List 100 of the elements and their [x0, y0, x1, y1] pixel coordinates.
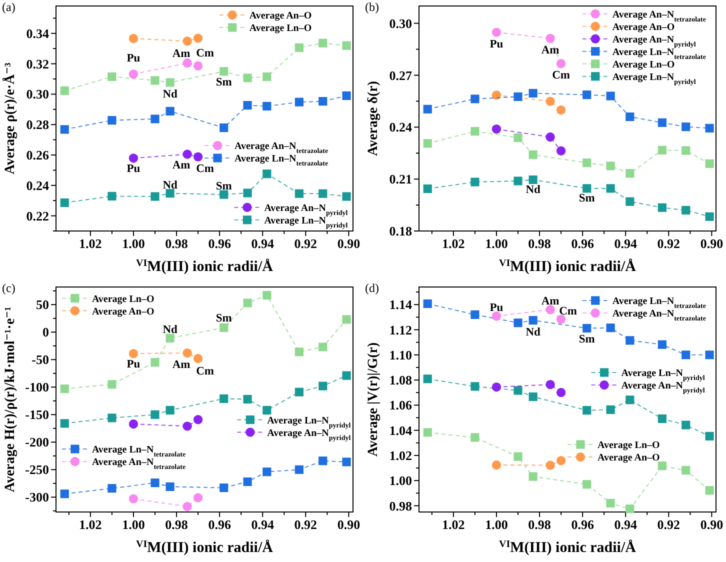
legend-label: Average Ln–N$_{pyridyl}$ [621, 368, 705, 382]
point [108, 72, 116, 81]
point [318, 38, 328, 48]
point [342, 91, 351, 100]
y-tick-label: -100 [25, 380, 49, 395]
point [514, 318, 522, 328]
point [318, 456, 328, 466]
point [294, 388, 304, 396]
x-tick-label: 0.94 [251, 517, 274, 532]
annotation: Cm [559, 305, 578, 318]
point [150, 76, 160, 85]
point [108, 380, 116, 389]
point [294, 348, 304, 356]
point [514, 176, 522, 186]
point [220, 123, 228, 132]
point [60, 125, 69, 134]
point [262, 72, 272, 81]
annotation: Sm [216, 180, 232, 193]
y-tick-label: 0.28 [26, 117, 50, 132]
annotation: Am [172, 159, 191, 172]
point [166, 188, 174, 198]
point [220, 67, 228, 76]
x-tick-label: 0.90 [700, 236, 724, 251]
point [705, 124, 714, 132]
point [166, 78, 174, 87]
point [294, 465, 304, 474]
point [182, 150, 192, 159]
x-tick-label: 1.02 [442, 517, 465, 532]
point [556, 105, 566, 115]
point [423, 299, 432, 308]
y-tick-label: 1.04 [389, 422, 412, 438]
point [556, 314, 566, 324]
chart-title: (c) [2, 281, 16, 295]
y-tick-label: 0.30 [26, 86, 49, 102]
point [658, 118, 666, 127]
y-tick-label: 0.24 [26, 178, 50, 193]
annotation: Cm [196, 366, 214, 378]
point [528, 392, 538, 402]
point [492, 382, 502, 392]
point [514, 386, 522, 395]
point [318, 342, 328, 352]
x-tick-label: 0.98 [528, 517, 552, 532]
point [682, 420, 690, 430]
chart-title: (b) [365, 0, 379, 14]
x-tick-label: 1.00 [485, 517, 508, 532]
point [658, 203, 666, 212]
x-tick-label: 0.92 [657, 517, 680, 532]
point [582, 480, 592, 489]
legend-label: Average Ln–N$_{tetrazolate}$ [92, 444, 186, 458]
point [150, 358, 160, 367]
point [150, 478, 160, 488]
point [423, 184, 432, 194]
x-tick-label: 1.02 [79, 517, 102, 532]
y-tick-label: 1.08 [389, 372, 412, 388]
annotation: Pu [126, 358, 141, 371]
x-tick-label: 0.94 [251, 236, 274, 251]
point [606, 498, 615, 508]
x-tick-label: 0.98 [528, 236, 552, 251]
point [193, 152, 203, 162]
point [658, 414, 666, 424]
y-tick-label: 1.02 [389, 448, 412, 463]
point [582, 324, 592, 333]
point [193, 414, 203, 424]
point [128, 34, 138, 44]
y-tick-label: 0.98 [389, 498, 412, 514]
point [582, 158, 592, 168]
point [514, 92, 522, 101]
annotation: Pu [490, 302, 504, 314]
point [492, 28, 502, 37]
x-tick-label: 0.90 [700, 517, 724, 532]
legend-label: Average An–O [249, 10, 312, 22]
legend-label: Average An–N$_{pyridyl}$ [621, 380, 705, 394]
legend-label: Average Ln–N$_{tetrazolate}$ [234, 154, 328, 168]
point [658, 462, 666, 470]
annotation: Nd [526, 326, 542, 338]
point [150, 114, 160, 124]
point [582, 406, 592, 415]
point [606, 92, 615, 100]
point [682, 122, 690, 132]
point [220, 394, 228, 403]
point [128, 70, 138, 79]
point [626, 169, 634, 178]
y-tick-label: 0.22 [26, 208, 49, 224]
y-tick-label: 0.30 [389, 16, 412, 31]
point [556, 146, 566, 156]
point [318, 189, 328, 198]
y-tick-label: -250 [25, 462, 49, 478]
legend-label: Average An–N$_{pyridyl}$ [267, 428, 351, 442]
point [166, 406, 174, 415]
point [528, 88, 538, 98]
point [626, 336, 634, 345]
point [514, 133, 522, 142]
annotation: Am [172, 359, 191, 372]
legend-label: Average Ln–O [598, 440, 660, 451]
legend-label: Average An–N$_{tetrazolate}$ [92, 457, 186, 471]
point [220, 190, 228, 199]
point [705, 159, 714, 168]
legend-label: Average An–N$_{tetrazolate}$ [612, 9, 706, 24]
annotation: Pu [126, 52, 141, 65]
point [318, 382, 328, 390]
